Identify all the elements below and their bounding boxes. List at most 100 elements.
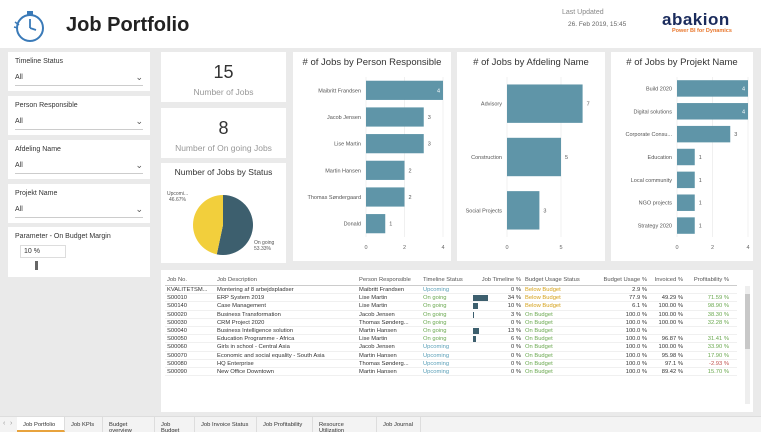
chevron-down-icon[interactable]: ⌄ — [135, 204, 143, 214]
table-cell: 77.9 % — [628, 295, 647, 302]
chevron-down-icon[interactable]: ⌄ — [135, 116, 143, 126]
chart-title: # of Jobs by Person Responsible — [302, 57, 442, 68]
slider-handle[interactable] — [35, 261, 38, 270]
table-row[interactable]: S00030 CRM Project 2020 Thomas Sønderg... O… — [165, 319, 737, 327]
table-cell: New Office Downtown — [217, 368, 274, 375]
column-header[interactable]: Job Description — [217, 277, 257, 283]
table-cell: On Budget — [525, 368, 553, 375]
slicer-dropdown[interactable]: All ⌄ — [15, 72, 143, 86]
table-cell: Maibritt Frandsen — [359, 287, 405, 293]
last-updated-label: Last Updated — [562, 9, 604, 16]
table-cell: On Budget — [525, 336, 553, 343]
tab-job-kpis[interactable]: Job KPIs — [65, 417, 103, 432]
bar[interactable] — [507, 84, 583, 123]
table-cell: Lise Martin — [359, 295, 388, 302]
table-scrollbar[interactable] — [745, 286, 750, 404]
slicer-person-responsible[interactable]: Person Responsible All ⌄ — [8, 96, 150, 135]
bar[interactable] — [366, 214, 386, 234]
table-cell: On Budget — [525, 311, 553, 318]
bar[interactable] — [366, 134, 424, 154]
column-header[interactable]: Budget Usage % — [603, 277, 647, 283]
slicer-dropdown[interactable]: All ⌄ — [15, 116, 143, 130]
column-header[interactable]: Invoiced % — [654, 277, 683, 283]
bar[interactable] — [677, 217, 695, 234]
slicer-dropdown[interactable]: All ⌄ — [15, 204, 143, 218]
column-header[interactable]: Job No. — [167, 277, 187, 283]
job-table[interactable]: Job No. Job Description Person Responsible… — [161, 270, 753, 412]
slicer-dropdown[interactable]: All ⌄ — [15, 160, 143, 174]
table-row[interactable]: S00040 Business Intelligence solution Mart… — [165, 327, 737, 336]
pie-slice-ongoing[interactable] — [216, 195, 253, 255]
pie-slice-upcoming[interactable] — [192, 195, 223, 255]
table-row[interactable]: S00060 Girls in school - Central Asia Jaco… — [165, 343, 737, 352]
table-cell: On going — [423, 311, 447, 318]
data-label: 7 — [587, 102, 590, 108]
bar[interactable] — [677, 148, 695, 166]
table-cell: 17.90 % — [707, 352, 729, 359]
bar-chart-jobs-by-afdeling[interactable]: # of Jobs by Afdeling Name 0 5 Advisory 7 Co… — [457, 52, 605, 261]
table-cell: 6 % — [511, 336, 521, 343]
column-header[interactable]: Job Timeline % — [481, 277, 521, 283]
card-label: Number of On going Jobs — [175, 143, 272, 153]
chevron-down-icon[interactable]: ⌄ — [135, 72, 143, 82]
table-row[interactable]: S00050 Education Programme - Africa Lise M… — [165, 335, 737, 344]
bar[interactable] — [366, 80, 443, 100]
bar[interactable] — [507, 191, 540, 230]
axis-tick-label: 0 — [505, 245, 508, 251]
column-header[interactable]: Profitability % — [693, 277, 729, 283]
chevron-down-icon[interactable]: ⌄ — [135, 160, 143, 170]
bar[interactable] — [677, 103, 748, 120]
bar-chart-jobs-by-projekt[interactable]: # of Jobs by Projekt Name 0 2 4 Build 2020 4… — [611, 52, 753, 261]
category-label: Build 2020 — [646, 86, 672, 92]
bar[interactable] — [507, 137, 561, 177]
table-cell: HQ Enterprise — [217, 360, 254, 367]
table-row[interactable]: S00090 New Office Downtown Martin Hansen Up… — [165, 368, 737, 377]
bar[interactable] — [366, 107, 424, 127]
table-row[interactable]: S00140 Case Management Lise Martin On going… — [165, 302, 737, 311]
table-row[interactable]: S00080 HQ Enterprise Thomas Sønderg... Upco… — [165, 360, 737, 368]
table-cell: 71.59 % — [707, 295, 729, 302]
tab-next-icon[interactable]: › — [10, 420, 13, 427]
column-header[interactable]: Person Responsible — [359, 277, 411, 283]
table-row[interactable]: S00020 Business Transformation Jacob Jense… — [165, 311, 737, 319]
slicer-afdeling-name[interactable]: Afdeling Name All ⌄ — [8, 140, 150, 179]
slicer-timeline-status[interactable]: Timeline Status All ⌄ — [8, 52, 150, 91]
parameter-input[interactable]: 10 % — [20, 245, 66, 258]
bar-chart-jobs-by-person[interactable]: # of Jobs by Person Responsible 0 2 4 Maibr… — [293, 52, 451, 261]
table-cell: Martin Hansen — [359, 327, 397, 334]
tab-job-profitability[interactable]: Job Profitability — [257, 417, 313, 432]
tab-job-budget[interactable]: Job Budget — [155, 417, 195, 432]
table-row[interactable]: S00070 Economic and social equality - Sou… — [165, 352, 737, 360]
tab-prev-icon[interactable]: ‹ — [3, 420, 6, 427]
table-cell: S00030 — [167, 319, 187, 326]
tab-resource-utilization[interactable]: Resource Utilization — [313, 417, 377, 432]
table-cell: 49.29 % — [661, 295, 683, 302]
tab-budget-overview[interactable]: Budget overview — [103, 417, 155, 432]
table-cell: S00070 — [167, 352, 187, 359]
slicer-projekt-name[interactable]: Projekt Name All ⌄ — [8, 184, 150, 223]
axis-tick-label: 5 — [559, 245, 562, 251]
column-header[interactable]: Timeline Status — [423, 277, 463, 283]
table-cell: Thomas Sønderg... — [359, 360, 409, 367]
parameter-label: Parameter - On Budget Margin — [15, 233, 111, 240]
bar-chart-svg: 0 2 4 Maibritt Frandsen 4 Jacob Jensen 3 Lise M… — [308, 77, 445, 251]
table-cell: S00060 — [167, 344, 187, 351]
scrollbar-thumb[interactable] — [745, 294, 750, 349]
bar[interactable] — [677, 125, 731, 143]
pie-chart-jobs-by-status[interactable]: Number of Jobs by Status Upcomi... 46.67… — [161, 163, 286, 263]
bar[interactable] — [677, 194, 695, 211]
bar[interactable] — [366, 187, 405, 207]
tab-job-invoice-status[interactable]: Job Invoice Status — [195, 417, 257, 432]
pie-value-ongoing: 53.33% — [254, 246, 272, 252]
bar[interactable] — [677, 80, 748, 97]
table-cell: 100.0 % — [625, 327, 647, 334]
table-cell: 100.0 % — [625, 344, 647, 351]
bar[interactable] — [366, 160, 405, 180]
column-header[interactable]: Budget Usage Status — [525, 277, 580, 283]
tab-job-portfolio[interactable]: Job Portfolio — [17, 417, 65, 432]
table-row[interactable]: KVALITETSM... Montering af 8 arbejdsplads… — [165, 286, 737, 295]
data-label: 2 — [409, 195, 412, 201]
tab-job-journal[interactable]: Job Journal — [377, 417, 421, 432]
table-row[interactable]: S00010 ERP System 2019 Lise Martin On going… — [165, 294, 737, 303]
bar[interactable] — [677, 171, 695, 189]
